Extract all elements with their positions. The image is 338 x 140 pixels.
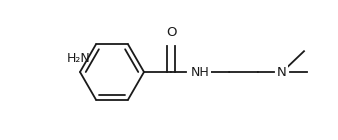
- Text: H₂N: H₂N: [67, 52, 91, 65]
- Text: N: N: [277, 66, 287, 79]
- Text: NH: NH: [191, 66, 209, 79]
- Text: O: O: [166, 26, 176, 39]
